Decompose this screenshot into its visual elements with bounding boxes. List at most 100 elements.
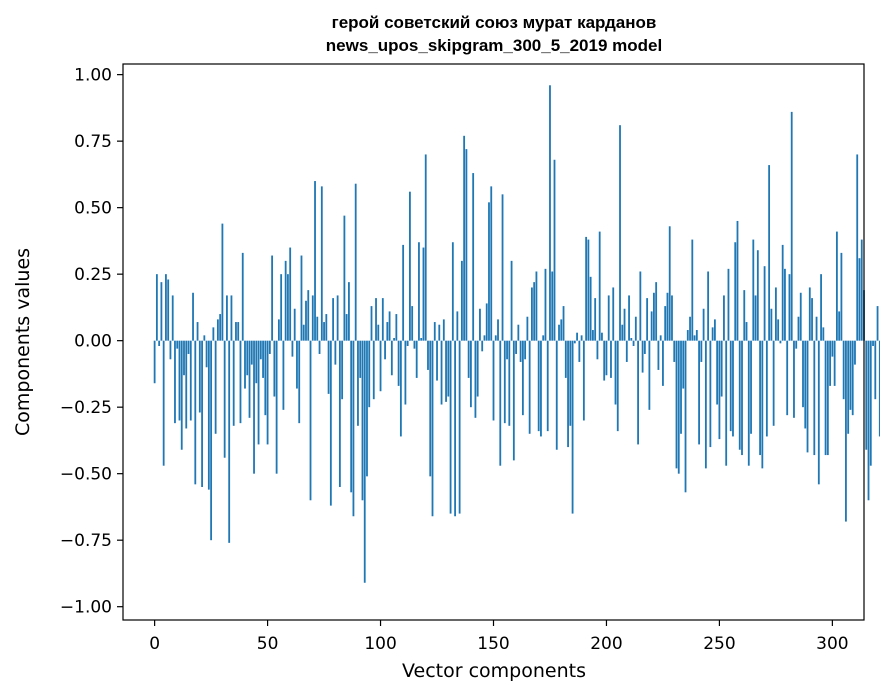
bar-181 [562, 306, 565, 341]
bar-255 [729, 340, 732, 432]
bar-288 [804, 340, 807, 429]
bar-120 [424, 154, 427, 341]
bar-134 [456, 311, 459, 341]
bar-269 [761, 340, 764, 469]
bar-265 [752, 239, 755, 341]
bar-182 [564, 340, 567, 378]
bar-100 [379, 340, 382, 392]
bar-278 [781, 244, 784, 341]
bar-49 [264, 340, 267, 416]
bar-82 [338, 340, 341, 487]
bar-311 [856, 154, 859, 341]
bar-313 [860, 239, 863, 341]
bar-122 [429, 340, 432, 477]
bar-286 [799, 292, 802, 341]
bar-194 [592, 330, 594, 341]
bar-2 [158, 340, 161, 346]
bar-319 [874, 340, 877, 400]
bar-162 [519, 340, 522, 362]
bar-9 [174, 340, 176, 424]
bar-240 [695, 330, 698, 341]
bar-192 [587, 239, 590, 341]
bar-50 [266, 340, 269, 445]
bar-126 [438, 324, 441, 341]
bar-109 [399, 340, 402, 437]
bar-60 [289, 247, 292, 341]
bar-207 [621, 324, 624, 341]
bar-103 [386, 322, 389, 341]
bar-38 [239, 340, 242, 424]
bar-258 [736, 220, 739, 341]
bar-104 [388, 311, 391, 341]
bar-202 [610, 340, 612, 378]
x-tick-label: 300 [816, 634, 848, 654]
bar-309 [851, 340, 854, 416]
bar-78 [329, 340, 332, 506]
bar-279 [784, 268, 786, 341]
bar-125 [436, 340, 438, 381]
bar-114 [411, 306, 414, 341]
bar-146 [483, 335, 486, 341]
bar-93 [363, 340, 366, 583]
bar-59 [287, 274, 289, 341]
bar-177 [553, 159, 556, 341]
bar-274 [772, 340, 775, 426]
bar-210 [628, 295, 630, 341]
bar-199 [603, 340, 606, 381]
bar-30 [221, 223, 224, 341]
bar-12 [180, 340, 183, 450]
bar-90 [357, 340, 359, 426]
bar-21 [201, 340, 203, 487]
bar-92 [361, 340, 364, 501]
bar-41 [246, 340, 249, 376]
x-tick-label: 50 [257, 634, 279, 654]
bar-267 [756, 250, 759, 341]
bar-231 [675, 340, 678, 469]
bar-39 [241, 252, 244, 341]
bar-56 [280, 274, 283, 341]
bar-296 [822, 327, 825, 341]
bar-285 [797, 316, 800, 341]
bar-176 [551, 271, 554, 341]
bar-215 [639, 271, 642, 341]
bar-239 [693, 335, 696, 341]
x-tick-label: 200 [590, 634, 622, 654]
bar-216 [641, 340, 644, 373]
bar-266 [754, 295, 757, 341]
bar-297 [824, 340, 827, 456]
bar-62 [293, 308, 296, 341]
bar-84 [343, 215, 346, 341]
bar-36 [235, 322, 237, 341]
bar-214 [637, 340, 639, 445]
bar-196 [596, 340, 599, 360]
bar-135 [458, 340, 461, 514]
bar-64 [298, 340, 301, 424]
bar-136 [460, 260, 463, 341]
bar-158 [510, 260, 513, 341]
bar-212 [632, 340, 635, 346]
bar-312 [858, 258, 861, 341]
bar-88 [352, 340, 355, 517]
bar-282 [790, 111, 793, 341]
bar-310 [854, 340, 856, 365]
bar-7 [169, 340, 172, 360]
bar-13 [183, 340, 185, 376]
bar-315 [865, 340, 868, 450]
bar-195 [594, 298, 597, 341]
bar-4 [162, 340, 165, 466]
bar-85 [345, 314, 348, 341]
y-tick-label: −0.25 [60, 398, 112, 418]
bar-190 [582, 340, 585, 421]
bar-256 [732, 340, 734, 437]
bar-238 [691, 239, 694, 341]
bar-52 [271, 255, 274, 341]
bar-29 [219, 314, 222, 341]
bar-260 [741, 340, 743, 456]
x-axis-ticks: 0 50 100 150 200 250 300 [149, 620, 849, 654]
bar-223 [657, 340, 660, 370]
bar-143 [476, 340, 479, 397]
bar-250 [718, 340, 721, 440]
bar-320 [876, 306, 879, 341]
bar-294 [817, 340, 820, 485]
